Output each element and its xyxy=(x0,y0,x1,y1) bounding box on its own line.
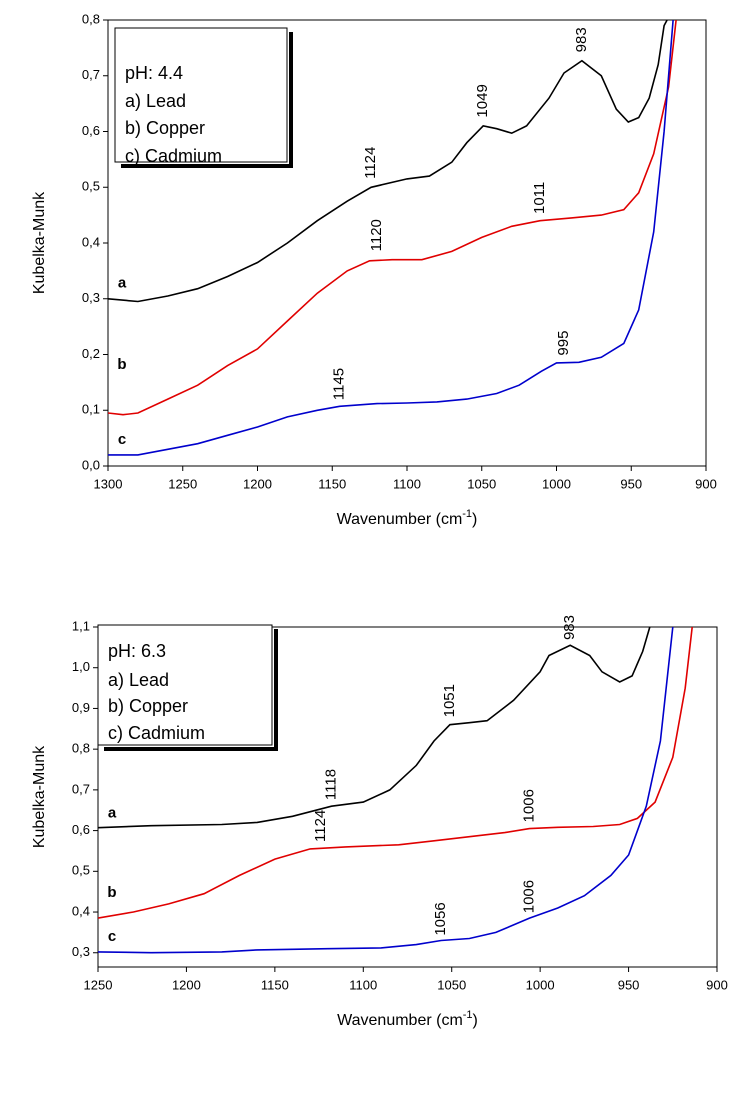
x-tick-label: 1050 xyxy=(437,977,466,992)
legend-box xyxy=(97,624,273,746)
y-tick-label: 0,5 xyxy=(82,179,100,194)
y-tick-label: 0,6 xyxy=(82,123,100,138)
x-tick-label: 1250 xyxy=(84,977,113,992)
y-tick-label: 0,3 xyxy=(72,944,90,959)
x-tick-label: 950 xyxy=(620,476,642,491)
x-tick-label: 1050 xyxy=(467,476,496,491)
y-tick-label: 0,4 xyxy=(82,234,100,249)
y-tick-label: 0,5 xyxy=(72,863,90,878)
peak-annotation: 995 xyxy=(555,331,572,356)
peak-annotation: 1120 xyxy=(368,219,385,251)
legend-shadow-right xyxy=(289,32,293,166)
series-line xyxy=(108,20,677,416)
legend-shadow-right xyxy=(274,629,278,749)
x-tick-label: 1300 xyxy=(94,476,123,491)
x-tick-label: 900 xyxy=(695,476,717,491)
x-axis-title-part: ) xyxy=(473,1012,478,1029)
x-tick-label: 1200 xyxy=(172,977,201,992)
series-line xyxy=(98,627,693,919)
x-tick-label: 1000 xyxy=(542,476,571,491)
curve-label: c xyxy=(108,928,116,945)
x-axis-title-part: -1 xyxy=(463,1009,473,1021)
peak-annotation: 1056 xyxy=(432,902,449,935)
legend-entry: pH: 4.4 xyxy=(125,63,183,83)
curve-label: b xyxy=(117,356,126,373)
x-tick-label: 1100 xyxy=(393,476,421,491)
y-tick-label: 0,2 xyxy=(82,346,100,361)
legend-entry: a) Lead xyxy=(108,670,169,690)
y-tick-label: 0,8 xyxy=(72,741,90,756)
y-tick-label: 0,1 xyxy=(82,402,100,417)
y-tick-label: 0,0 xyxy=(82,457,100,472)
y-tick-label: 0,3 xyxy=(82,290,100,305)
peak-annotation: 983 xyxy=(573,27,590,52)
x-axis-title-part: Wavenumber (cm xyxy=(337,511,463,528)
y-tick-label: 0,4 xyxy=(72,903,90,918)
x-axis-title-part: Wavenumber (cm xyxy=(337,1012,463,1029)
curve-label: a xyxy=(108,805,117,822)
legend-shadow-bottom xyxy=(121,164,293,168)
series-line xyxy=(108,20,668,303)
peak-annotation: 1051 xyxy=(441,684,458,717)
series-line xyxy=(108,20,674,456)
peak-annotation: 1049 xyxy=(474,84,491,117)
legend-entry: b) Copper xyxy=(125,118,205,138)
x-tick-label: 1150 xyxy=(318,476,346,491)
y-tick-label: 0,7 xyxy=(82,67,100,82)
legend-shadow-bottom xyxy=(104,747,278,751)
peak-annotation: 1124 xyxy=(312,810,329,842)
y-tick-label: 1,1 xyxy=(72,618,90,633)
y-tick-label: 0,8 xyxy=(82,11,100,26)
x-tick-label: 950 xyxy=(618,977,640,992)
x-tick-label: 1150 xyxy=(261,977,289,992)
x-axis-title: Wavenumber (cm-1) xyxy=(337,508,478,528)
series-line xyxy=(98,627,651,829)
y-tick-label: 0,7 xyxy=(72,781,90,796)
y-tick-label: 0,9 xyxy=(72,700,90,715)
legend-entry: b) Copper xyxy=(108,696,188,716)
x-axis-title-part: ) xyxy=(472,511,477,528)
legend-entry: pH: 6.3 xyxy=(108,641,166,661)
peak-annotation: 1118 xyxy=(322,769,339,800)
peak-annotation: 1006 xyxy=(521,789,538,822)
y-axis-title: Kubelka-Munk xyxy=(31,191,48,294)
x-tick-label: 1100 xyxy=(349,977,377,992)
curve-label: b xyxy=(107,884,116,901)
y-tick-label: 0,6 xyxy=(72,822,90,837)
legend-entry: a) Lead xyxy=(125,91,186,111)
curve-label: a xyxy=(118,275,127,292)
series-line xyxy=(98,627,674,954)
peak-annotation: 1011 xyxy=(531,182,548,214)
x-tick-label: 1200 xyxy=(243,476,272,491)
peak-annotation: 1145 xyxy=(331,368,348,400)
legend-entry: c) Cadmium xyxy=(108,723,205,743)
peak-annotation: 1006 xyxy=(521,880,538,913)
legend-entry: c) Cadmium xyxy=(125,146,222,166)
x-axis-title: Wavenumber (cm-1) xyxy=(337,1009,478,1029)
x-axis-title-part: -1 xyxy=(462,508,472,520)
peak-annotation: 983 xyxy=(561,615,578,640)
x-tick-label: 900 xyxy=(706,977,728,992)
legend-box xyxy=(114,27,288,163)
y-axis-title: Kubelka-Munk xyxy=(31,745,48,848)
peak-annotation: 1124 xyxy=(362,147,379,179)
x-tick-label: 1000 xyxy=(526,977,555,992)
x-tick-label: 1250 xyxy=(168,476,197,491)
curve-label: c xyxy=(118,431,126,448)
plot-frame xyxy=(97,626,718,968)
y-tick-label: 1,0 xyxy=(72,659,90,674)
